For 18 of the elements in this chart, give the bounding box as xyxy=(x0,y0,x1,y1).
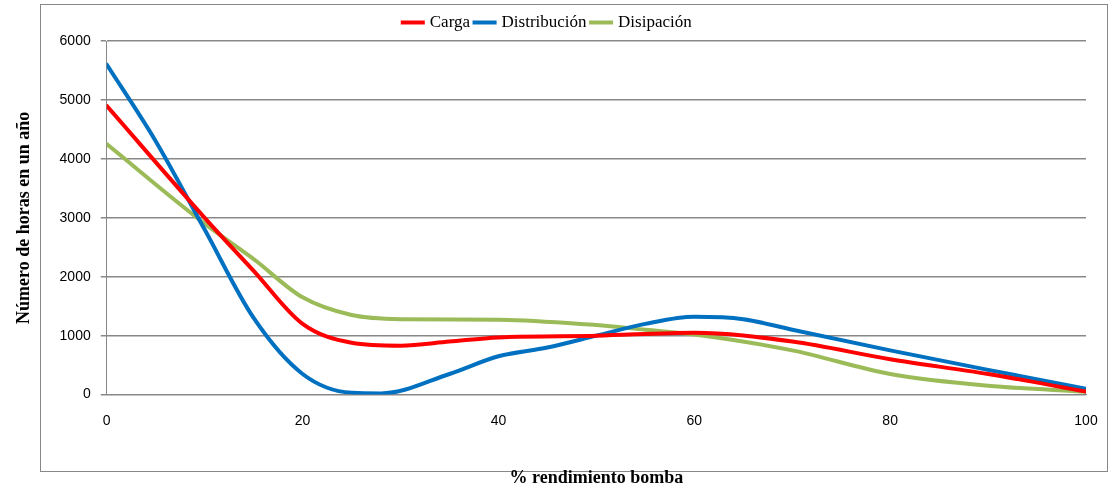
x-tick-label: 60 xyxy=(686,411,703,428)
y-tick-label: 0 xyxy=(82,385,91,402)
y-axis-title: Número de horas en un año xyxy=(13,111,34,324)
y-tick-label: 6000 xyxy=(59,31,91,48)
legend-label: Carga xyxy=(429,11,471,31)
y-tick-label: 3000 xyxy=(59,208,91,225)
x-axis-title: % rendimiento bomba xyxy=(509,466,684,487)
x-tick-label: 0 xyxy=(102,411,111,428)
x-tick-label: 100 xyxy=(1074,411,1098,428)
x-tick-label: 40 xyxy=(490,411,507,428)
y-tick-label: 5000 xyxy=(59,90,91,107)
y-tick-label: 2000 xyxy=(59,267,91,284)
x-tick-label: 80 xyxy=(882,411,899,428)
legend-label: Distribución xyxy=(501,11,588,31)
legend-label: Disipación xyxy=(618,11,693,31)
y-tick-label: 4000 xyxy=(59,149,91,166)
y-tick-label: 1000 xyxy=(59,326,91,343)
x-tick-label: 20 xyxy=(294,411,311,428)
